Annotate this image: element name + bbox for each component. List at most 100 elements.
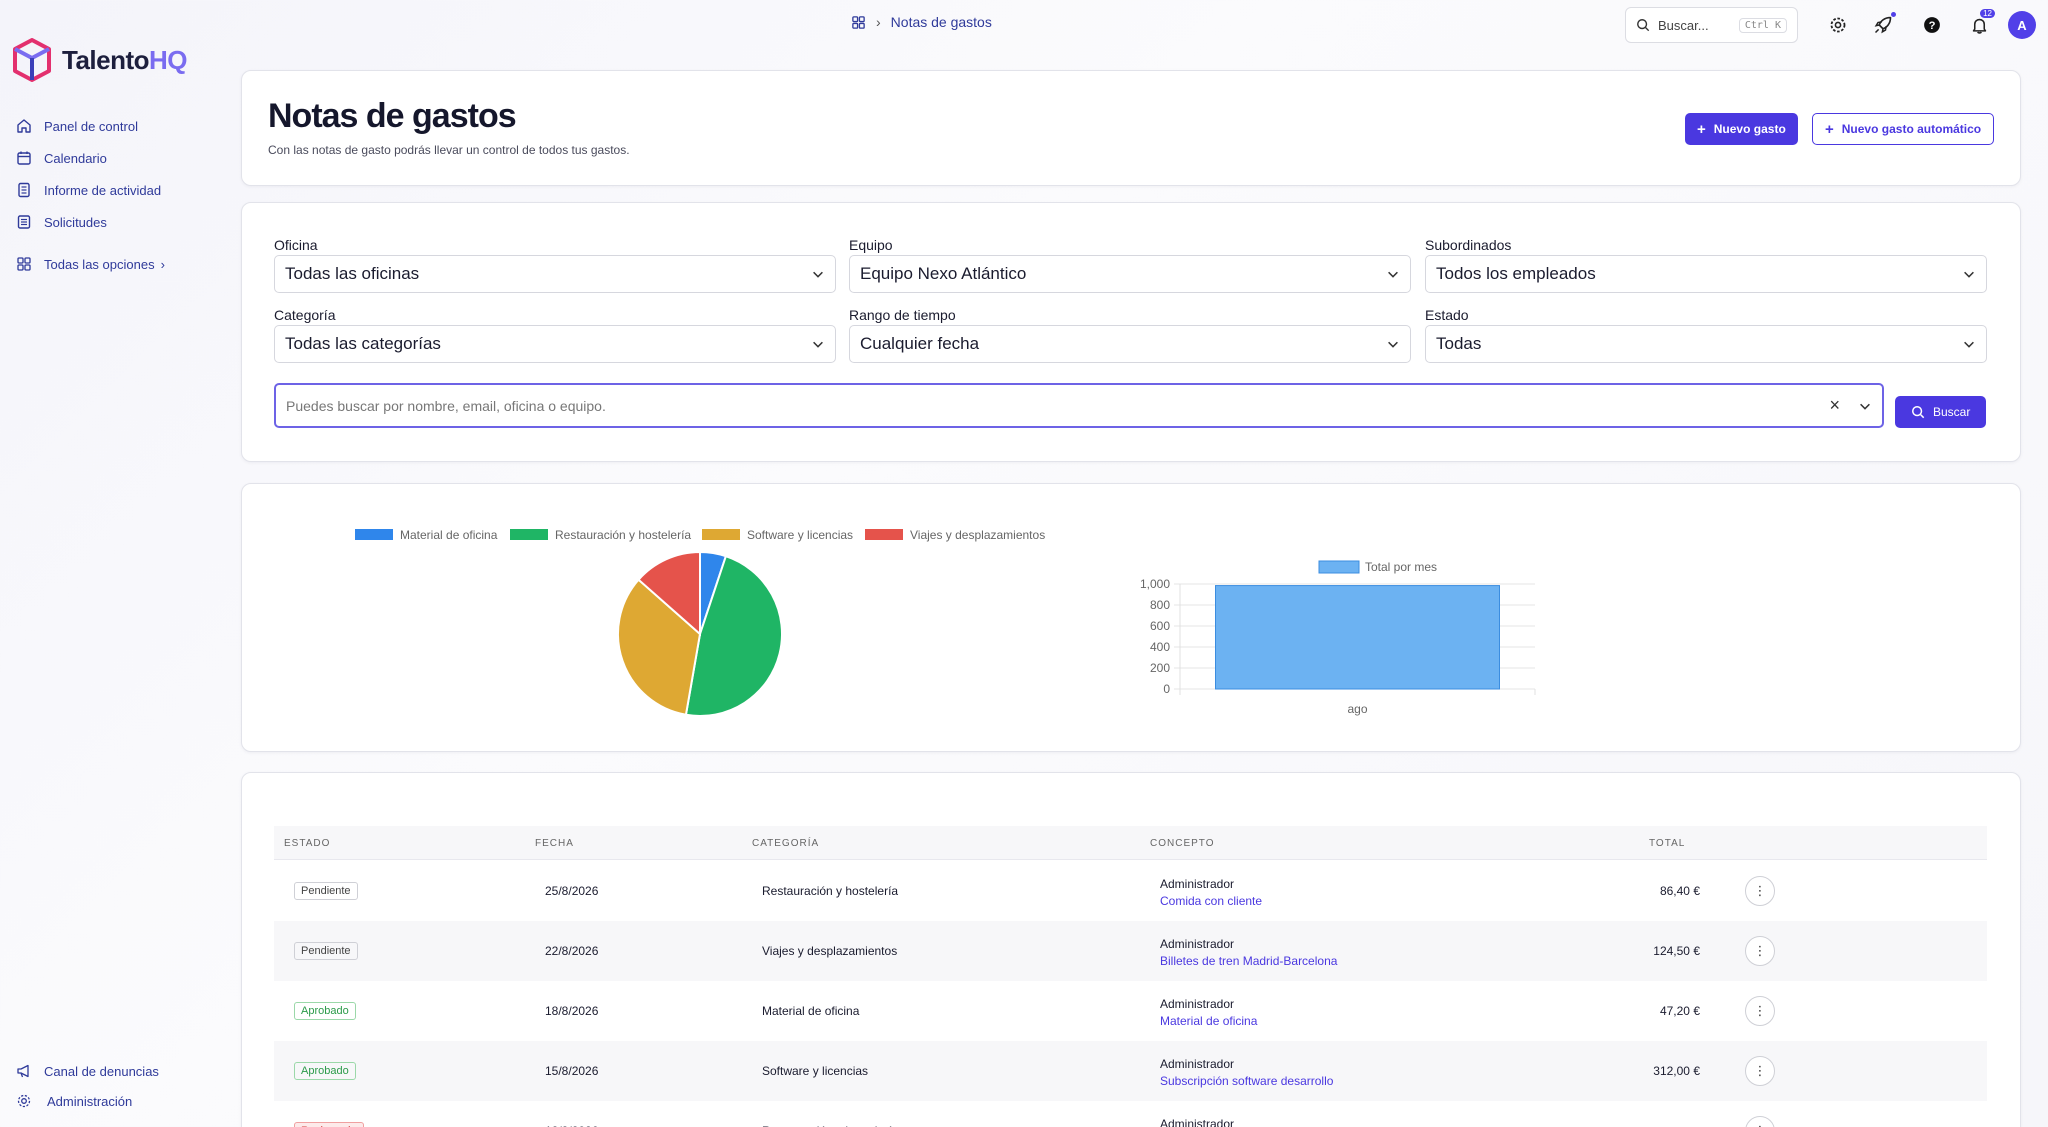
expense-user: Administrador xyxy=(1160,937,1235,951)
col-date[interactable]: FECHA xyxy=(535,838,574,849)
expense-concept-link[interactable]: Comida con cliente xyxy=(1160,894,1263,908)
table-row[interactable]: Rechazado 12/8/2026 Restauración y hostele… xyxy=(274,1101,1987,1127)
team-value: Equipo Nexo Atlántico xyxy=(860,264,1027,283)
search-button[interactable]: Buscar xyxy=(1895,396,1987,428)
subordinates-value: Todos los empleados xyxy=(1436,264,1596,283)
sidebar-item-requests[interactable]: Solicitudes xyxy=(16,206,165,238)
col-concept[interactable]: CONCEPTO xyxy=(1150,838,1215,849)
sidebar-item-all-options[interactable]: Todas las opciones › xyxy=(16,248,165,280)
help-button[interactable]: ? xyxy=(1920,13,1944,37)
legend-swatch xyxy=(865,529,903,540)
pie-slice xyxy=(617,578,702,716)
category-value: Todas las categorías xyxy=(285,334,441,353)
grid-icon[interactable] xyxy=(851,15,866,30)
brand-logo[interactable]: TalentoHQ xyxy=(12,38,188,82)
y-tick-label: 400 xyxy=(1150,640,1170,654)
chevron-down-icon xyxy=(813,271,823,278)
breadcrumb-current[interactable]: Notas de gastos xyxy=(890,14,992,30)
expense-category: Software y licencias xyxy=(762,1064,869,1078)
row-actions-button[interactable]: ⋮ xyxy=(1745,936,1775,966)
more-vertical-icon: ⋮ xyxy=(1753,1003,1767,1018)
table-header: ESTADO FECHA CATEGORÍA CONCEPTO TOTAL xyxy=(274,826,1987,860)
chevron-down-icon xyxy=(813,341,823,348)
sidebar-item-admin[interactable]: Administración xyxy=(16,1086,159,1116)
sidebar-item-whistleblower[interactable]: Canal de denuncias xyxy=(16,1056,159,1086)
table-row[interactable]: Pendiente 25/8/2026 Restauración y hostele… xyxy=(274,861,1987,921)
chevron-down-icon xyxy=(1964,341,1974,348)
subordinates-select[interactable]: Todos los empleados xyxy=(1425,255,1987,293)
row-actions-button[interactable]: ⋮ xyxy=(1745,876,1775,906)
svg-text:?: ? xyxy=(1929,20,1936,32)
chevron-down-icon[interactable] xyxy=(1858,399,1872,413)
category-select[interactable]: Todas las categorías xyxy=(274,325,836,363)
search-icon xyxy=(1637,19,1650,32)
legend-label: Software y licencias xyxy=(747,528,853,542)
range-label: Rango de tiempo xyxy=(849,307,956,323)
expense-date: 15/8/2026 xyxy=(545,1064,599,1078)
sidebar-item-panel[interactable]: Panel de control xyxy=(16,110,165,142)
table-row[interactable]: Aprobado 15/8/2026 Software y licencias Adm… xyxy=(274,1041,1987,1101)
y-tick-label: 600 xyxy=(1150,619,1170,633)
megaphone-icon xyxy=(17,1064,29,1078)
team-select[interactable]: Equipo Nexo Atlántico xyxy=(849,255,1411,293)
sidebar-item-label: Calendario xyxy=(44,150,107,166)
row-actions-button[interactable]: ⋮ xyxy=(1745,1116,1775,1127)
new-auto-expense-button[interactable]: + Nuevo gasto automático xyxy=(1812,113,1995,145)
home-icon xyxy=(17,119,31,133)
col-total[interactable]: TOTAL xyxy=(1649,838,1686,849)
new-expense-label: Nuevo gasto xyxy=(1713,122,1786,136)
expense-concept: Administrador Material de oficina xyxy=(1160,996,1257,1030)
legend-swatch xyxy=(510,529,548,540)
office-value: Todas las oficinas xyxy=(285,264,420,283)
status-badge: Aprobado xyxy=(294,1002,356,1020)
table-row[interactable]: Aprobado 18/8/2026 Material de oficina Admi… xyxy=(274,981,1987,1041)
legend-label: Material de oficina xyxy=(400,528,498,542)
sidebar-item-activity[interactable]: Informe de actividad xyxy=(16,174,165,206)
office-select[interactable]: Todas las oficinas xyxy=(274,255,836,293)
col-status[interactable]: ESTADO xyxy=(284,838,331,849)
sidebar-item-label: Informe de actividad xyxy=(44,182,162,198)
new-auto-expense-label: Nuevo gasto automático xyxy=(1841,122,1982,136)
bar xyxy=(1215,585,1500,690)
sidebar-nav: Panel de control Calendario Informe de a… xyxy=(16,110,165,280)
expense-concept-link[interactable]: Material de oficina xyxy=(1160,1014,1258,1028)
row-actions-button[interactable]: ⋮ xyxy=(1745,996,1775,1026)
legend-swatch xyxy=(1318,560,1360,574)
new-expense-button[interactable]: + Nuevo gasto xyxy=(1685,113,1798,145)
status-select[interactable]: Todas xyxy=(1425,325,1987,363)
report-icon xyxy=(18,182,30,198)
status-value: Todas xyxy=(1436,334,1482,353)
launch-button[interactable] xyxy=(1871,12,1896,37)
chevron-down-icon xyxy=(1388,341,1398,348)
global-search[interactable]: Buscar... Ctrl K xyxy=(1625,7,1798,43)
notifications-button[interactable]: 12 xyxy=(1967,9,1995,37)
row-actions-button[interactable]: ⋮ xyxy=(1745,1056,1775,1086)
status-badge: Pendiente xyxy=(294,882,358,900)
people-search-input[interactable] xyxy=(286,397,1830,414)
expense-category: Restauración y hostelería xyxy=(762,884,899,898)
sidebar-item-calendar[interactable]: Calendario xyxy=(16,142,165,174)
expense-user: Administrador xyxy=(1160,1057,1235,1071)
expense-category: Restauración y hostelería xyxy=(762,1124,898,1127)
legend-label: Viajes y desplazamientos xyxy=(910,528,1045,542)
people-search-box[interactable]: × xyxy=(274,383,1884,428)
calendar-icon xyxy=(17,151,31,165)
settings-button[interactable] xyxy=(1826,13,1850,37)
sidebar-item-label: Panel de control xyxy=(44,118,138,134)
expense-concept-link[interactable]: Subscripción software desarrollo xyxy=(1160,1074,1334,1088)
col-category[interactable]: CATEGORÍA xyxy=(752,838,820,849)
expense-concept-link[interactable]: Billetes de tren Madrid-Barcelona xyxy=(1160,954,1338,968)
sidebar-item-label: Solicitudes xyxy=(44,214,107,230)
range-select[interactable]: Cualquier fecha xyxy=(849,325,1411,363)
grid-icon xyxy=(17,257,31,271)
clear-icon[interactable]: × xyxy=(1829,395,1840,415)
sidebar-item-label: Administración xyxy=(47,1093,133,1109)
legend-label: Total por mes xyxy=(1365,560,1437,574)
table-row[interactable]: Pendiente 22/8/2026 Viajes y desplazamient… xyxy=(274,921,1987,981)
avatar[interactable]: A xyxy=(2008,11,2036,39)
page-title: Notas de gastos xyxy=(268,97,517,135)
search-icon xyxy=(1912,406,1925,419)
more-vertical-icon: ⋮ xyxy=(1753,943,1767,958)
more-vertical-icon: ⋮ xyxy=(1753,1063,1767,1078)
category-label: Categoría xyxy=(274,307,336,323)
